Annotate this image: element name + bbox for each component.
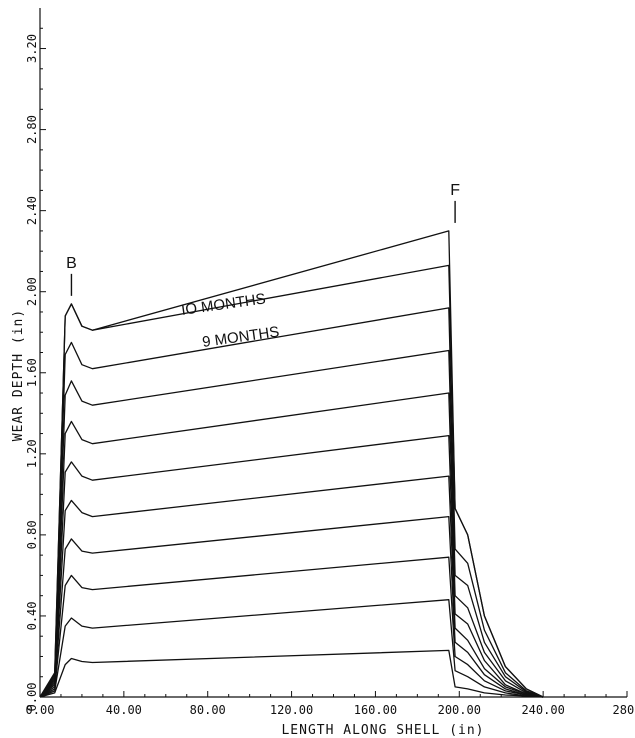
- x-tick-label: 0.00: [26, 703, 55, 717]
- x-axis-ticks: 0.00 40.00 80.00 120.00 160.00 200.00 240.00 28…: [26, 691, 635, 717]
- series-line-month-9: [39, 307, 544, 698]
- series-line-month-7: [39, 392, 544, 698]
- x-tick-label: 40.00: [106, 703, 142, 717]
- series-line-month-8: [39, 349, 544, 698]
- series-line-month-11: [39, 230, 544, 698]
- x-tick-label: 200.00: [438, 703, 481, 717]
- y-tick-label: 0.40: [25, 601, 39, 630]
- y-tick-label: 1.60: [25, 358, 39, 387]
- marker-label-F: F: [450, 182, 460, 199]
- y-tick-label: 1.20: [25, 439, 39, 468]
- y-axis-title: WEAR DEPTH (in): [11, 309, 26, 441]
- x-axis-title: LENGTH ALONG SHELL (in): [281, 723, 484, 738]
- series-line-month-1: [39, 649, 544, 698]
- y-tick-label: 2.80: [25, 115, 39, 144]
- y-tick-label: 2.40: [25, 196, 39, 225]
- series-line-month-10: [39, 264, 544, 698]
- y-tick-label: 0.80: [25, 520, 39, 549]
- axes: [39, 8, 627, 698]
- region-markers: BF: [66, 182, 460, 296]
- series-line-month-6: [39, 434, 544, 698]
- x-tick-label: 280.: [613, 703, 635, 717]
- series-lines: [39, 230, 544, 698]
- series-line-month-2: [39, 599, 544, 698]
- x-tick-label: 160.00: [354, 703, 397, 717]
- y-tick-label: 2.00: [25, 277, 39, 306]
- series-line-month-5: [39, 475, 544, 698]
- annotation-10-months: IO MONTHS: [180, 290, 267, 319]
- x-tick-label: 120.00: [270, 703, 313, 717]
- series-line-month-4: [39, 515, 544, 698]
- y-axis-ticks: 0.00 0.40 0.80 1.20 1.60 2.00 2.40 2.80 3.20: [25, 27, 46, 712]
- y-tick-label: 0.00: [25, 683, 39, 712]
- y-tick-label: 3.20: [25, 34, 39, 63]
- annotation-9-months: 9 MONTHS: [201, 323, 280, 351]
- series-line-month-3: [39, 556, 544, 698]
- marker-label-B: B: [66, 255, 77, 272]
- x-tick-label: 80.00: [190, 703, 226, 717]
- x-tick-label: 240.00: [521, 703, 564, 717]
